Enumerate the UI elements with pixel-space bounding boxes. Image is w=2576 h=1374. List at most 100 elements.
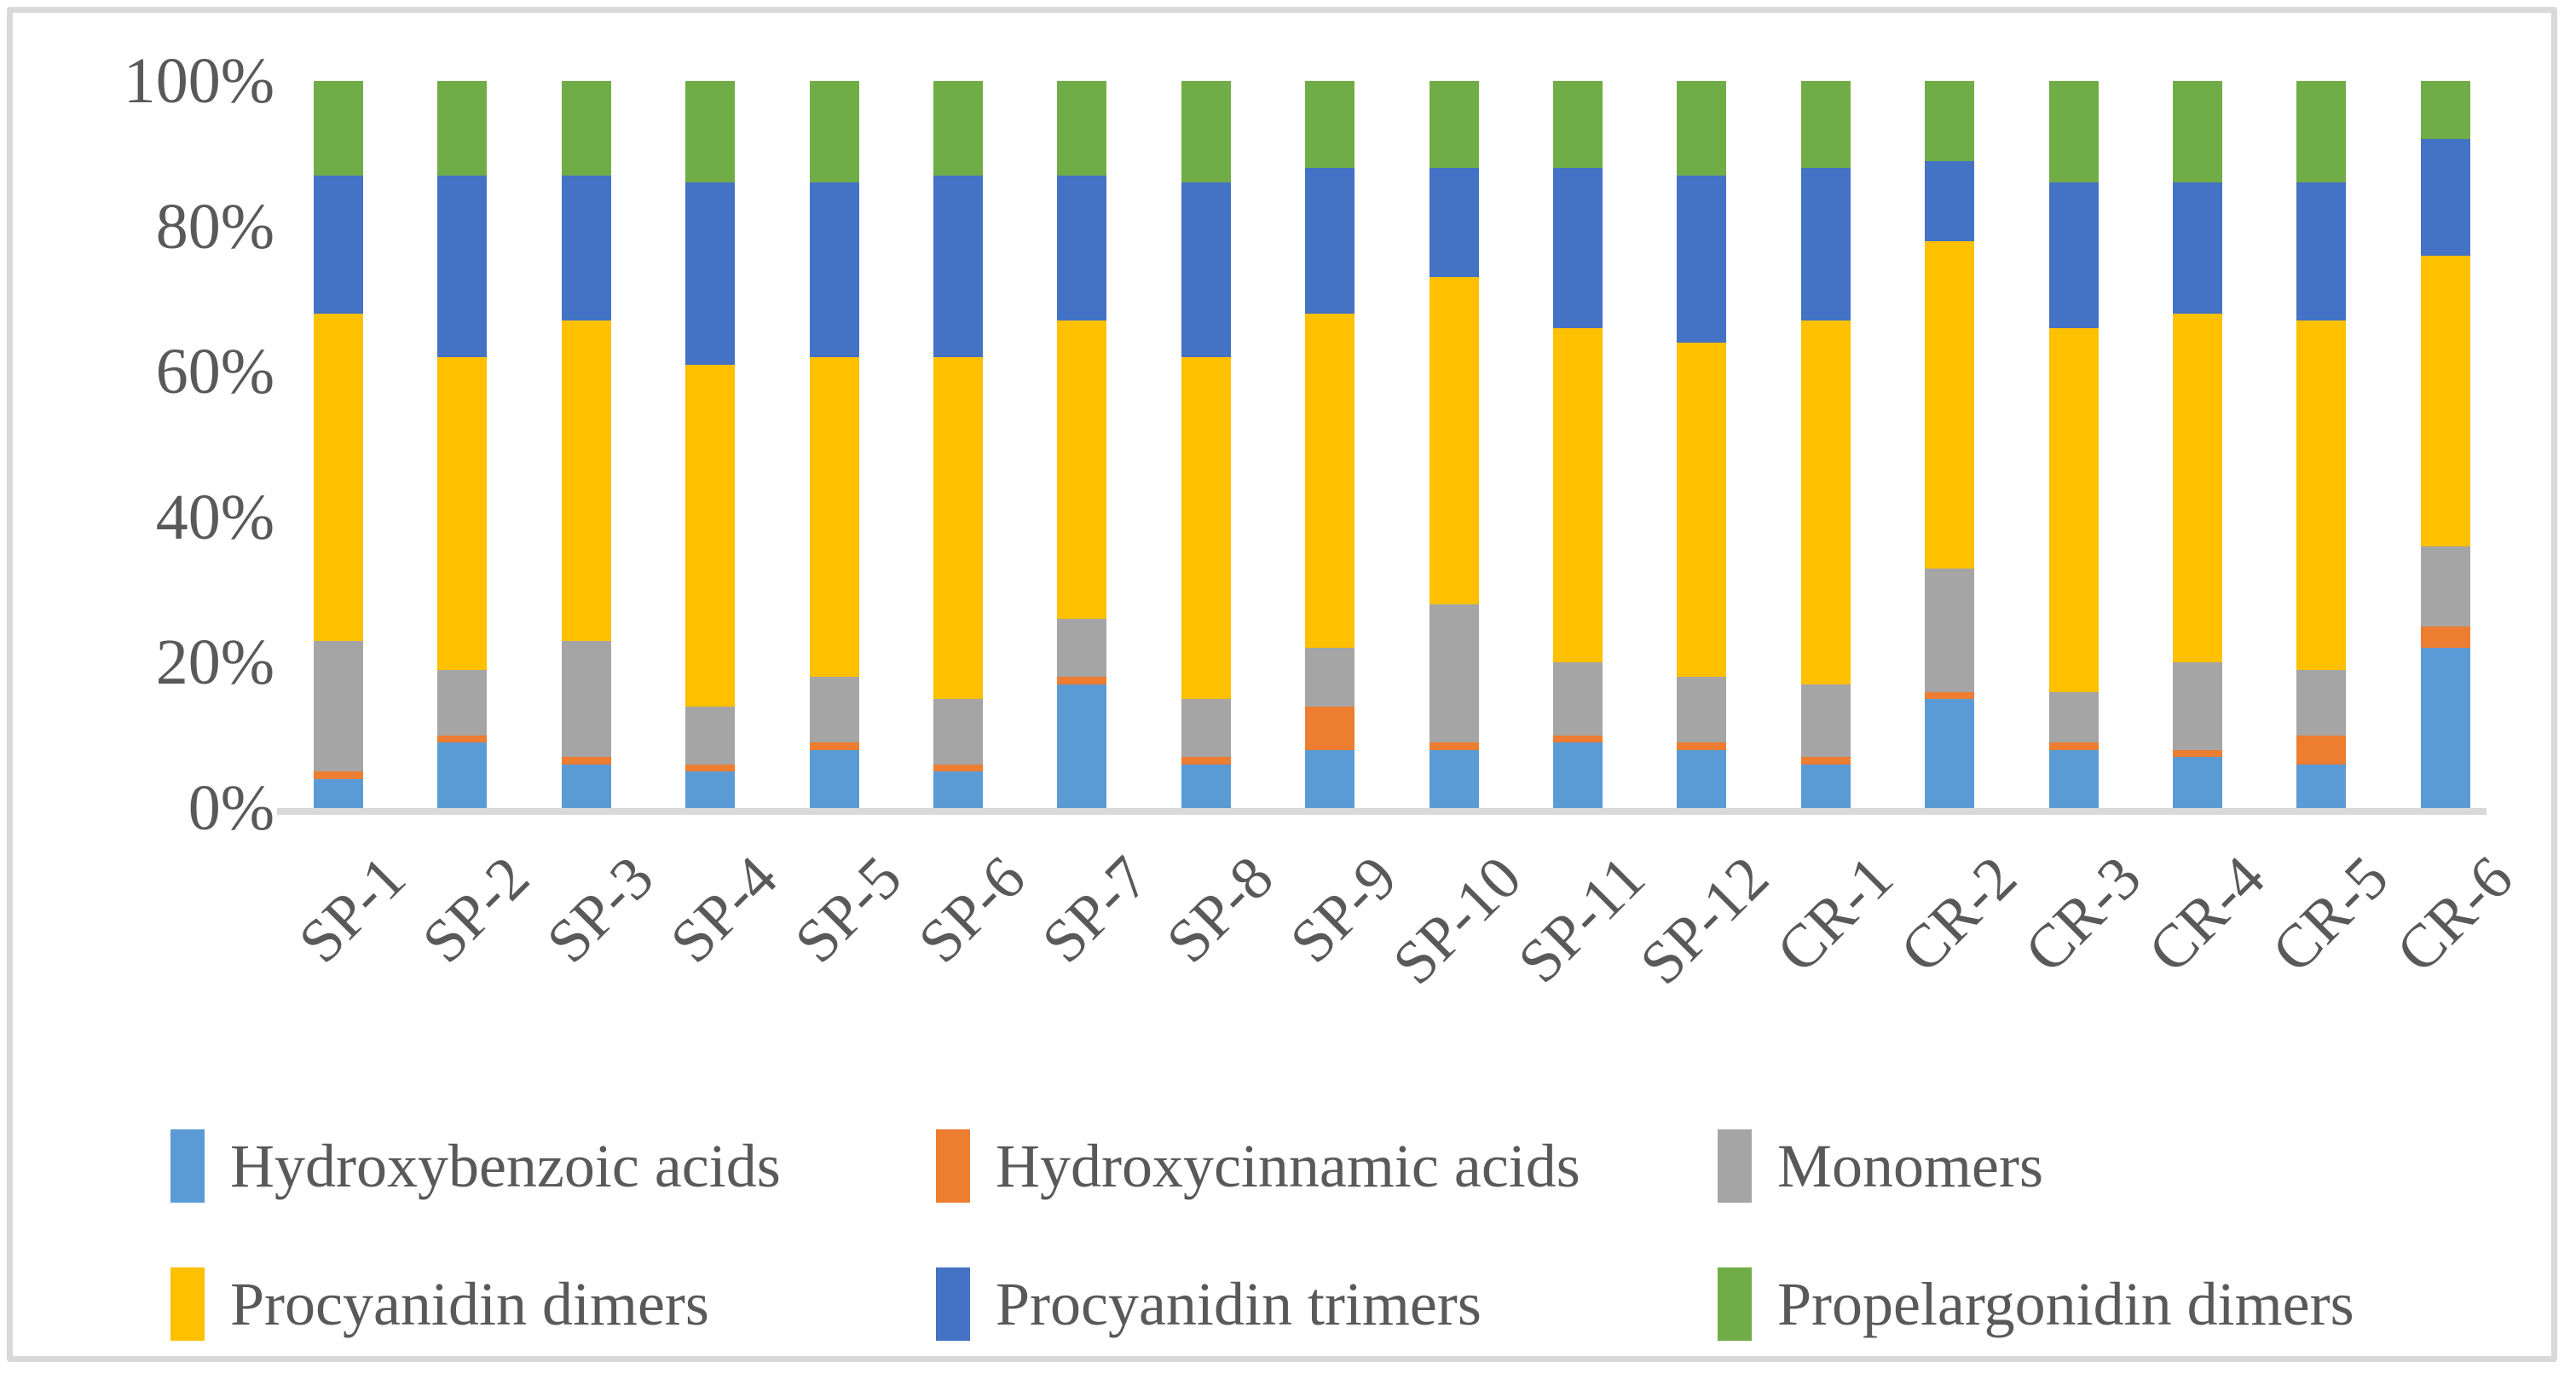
- bar-segment-CR-2-hydroxybenzoic-acids: [1925, 699, 1975, 808]
- bar-segment-SP-10-monomers: [1429, 604, 1479, 743]
- legend-swatch-icon: [170, 1129, 205, 1203]
- bar-segment-CR-1-procyanidin-trimers: [1800, 168, 1851, 321]
- bar-segment-SP-3-procyanidin-dimers: [561, 320, 611, 641]
- legend-label: Monomers: [1777, 1132, 2043, 1200]
- bar-segment-SP-5-hydroxybenzoic-acids: [809, 749, 859, 808]
- bar-segment-SP-4-monomers: [685, 706, 736, 765]
- legend-swatch-icon: [1718, 1267, 1752, 1341]
- legend-swatch-icon: [1718, 1129, 1752, 1203]
- bar-segment-SP-1-procyanidin-trimers: [314, 175, 363, 314]
- bar-segment-SP-8-hydroxycinnamic-acids: [1181, 757, 1231, 765]
- bar-segment-SP-11-procyanidin-dimers: [1553, 328, 1603, 663]
- bar-segment-SP-8-propelargonidin-dimers: [1181, 81, 1231, 183]
- bar-segment-CR-5-hydroxybenzoic-acids: [2296, 764, 2347, 808]
- bar-CR-3: [2048, 0, 2099, 1374]
- bar-segment-SP-10-hydroxybenzoic-acids: [1429, 749, 1479, 808]
- bar-segment-SP-4-propelargonidin-dimers: [685, 81, 736, 183]
- legend-item-procyanidin-trimers: Procyanidin trimers: [936, 1261, 1481, 1347]
- x-axis-line: [277, 808, 2486, 815]
- bar-segment-SP-11-hydroxybenzoic-acids: [1553, 742, 1603, 808]
- y-axis-tick-label: 20%: [155, 626, 274, 699]
- bar-segment-SP-2-hydroxybenzoic-acids: [437, 742, 488, 808]
- bar-segment-SP-8-procyanidin-trimers: [1181, 182, 1231, 358]
- bar-segment-CR-2-monomers: [1925, 568, 1975, 692]
- bar-segment-SP-4-hydroxycinnamic-acids: [685, 764, 736, 772]
- bar-segment-CR-3-monomers: [2048, 691, 2099, 743]
- bar-segment-CR-4-hydroxycinnamic-acids: [2173, 749, 2222, 758]
- bar-segment-CR-6-hydroxycinnamic-acids: [2420, 626, 2470, 649]
- bar-segment-CR-3-procyanidin-dimers: [2048, 328, 2099, 692]
- bar-segment-CR-1-hydroxybenzoic-acids: [1800, 764, 1851, 808]
- bar-segment-SP-12-procyanidin-trimers: [1677, 175, 1727, 344]
- bar-segment-SP-1-propelargonidin-dimers: [314, 81, 363, 176]
- bar-segment-CR-6-propelargonidin-dimers: [2420, 81, 2470, 140]
- bar-segment-CR-3-propelargonidin-dimers: [2048, 81, 2099, 183]
- bar-segment-SP-9-procyanidin-dimers: [1305, 313, 1355, 649]
- bar-segment-SP-3-monomers: [561, 640, 611, 758]
- bar-segment-CR-3-hydroxybenzoic-acids: [2048, 749, 2099, 808]
- bar-segment-SP-9-monomers: [1305, 648, 1355, 707]
- bar-segment-SP-12-hydroxycinnamic-acids: [1677, 742, 1727, 750]
- bar-segment-SP-9-hydroxycinnamic-acids: [1305, 706, 1355, 750]
- y-axis-tick-label: 60%: [155, 336, 274, 408]
- bar-segment-SP-12-propelargonidin-dimers: [1677, 81, 1727, 176]
- y-axis-tick-label: 0%: [188, 772, 274, 844]
- bar-segment-SP-1-procyanidin-dimers: [314, 313, 363, 641]
- bar-segment-SP-5-hydroxycinnamic-acids: [809, 742, 859, 750]
- bar-segment-SP-11-monomers: [1553, 662, 1603, 736]
- bar-segment-SP-3-procyanidin-trimers: [561, 175, 611, 321]
- bar-segment-CR-2-propelargonidin-dimers: [1925, 81, 1975, 161]
- bar-segment-SP-6-monomers: [933, 699, 983, 765]
- bar-segment-SP-4-procyanidin-dimers: [685, 364, 736, 707]
- bar-segment-CR-5-procyanidin-trimers: [2296, 182, 2347, 321]
- bar-segment-CR-1-hydroxycinnamic-acids: [1800, 757, 1851, 765]
- bar-segment-CR-4-hydroxybenzoic-acids: [2173, 757, 2222, 808]
- bar-segment-CR-3-procyanidin-trimers: [2048, 182, 2099, 328]
- bar-segment-CR-6-procyanidin-trimers: [2420, 139, 2470, 256]
- bar-segment-SP-5-monomers: [809, 677, 859, 743]
- legend-label: Propelargonidin dimers: [1777, 1270, 2354, 1338]
- bar-segment-SP-10-procyanidin-trimers: [1429, 168, 1479, 278]
- bar-SP-7: [1057, 0, 1107, 1374]
- bar-segment-SP-10-procyanidin-dimers: [1429, 277, 1479, 605]
- bar-segment-CR-4-procyanidin-trimers: [2173, 182, 2222, 314]
- bar-segment-SP-3-hydroxycinnamic-acids: [561, 757, 611, 765]
- bar-SP-5: [809, 0, 859, 1374]
- bar-segment-SP-11-propelargonidin-dimers: [1553, 81, 1603, 169]
- legend-swatch-icon: [936, 1129, 970, 1203]
- bar-segment-SP-2-procyanidin-trimers: [437, 175, 488, 358]
- bar-segment-SP-5-procyanidin-dimers: [809, 357, 859, 678]
- bar-CR-5: [2296, 0, 2347, 1374]
- bar-segment-SP-6-procyanidin-trimers: [933, 175, 983, 358]
- bar-segment-SP-9-procyanidin-trimers: [1305, 168, 1355, 314]
- bar-SP-3: [561, 0, 611, 1374]
- bar-segment-CR-5-procyanidin-dimers: [2296, 320, 2347, 670]
- bar-segment-CR-1-propelargonidin-dimers: [1800, 81, 1851, 169]
- bar-segment-CR-2-hydroxycinnamic-acids: [1925, 691, 1975, 700]
- bar-segment-SP-7-procyanidin-trimers: [1057, 175, 1107, 321]
- bar-segment-CR-6-monomers: [2420, 546, 2470, 626]
- bar-segment-SP-7-propelargonidin-dimers: [1057, 81, 1107, 176]
- bar-SP-9: [1305, 0, 1355, 1374]
- bar-segment-SP-11-hydroxycinnamic-acids: [1553, 735, 1603, 743]
- bar-segment-SP-4-procyanidin-trimers: [685, 182, 736, 365]
- bar-segment-CR-4-propelargonidin-dimers: [2173, 81, 2222, 183]
- bar-segment-CR-4-monomers: [2173, 662, 2222, 750]
- legend-label: Hydroxycinnamic acids: [996, 1132, 1580, 1200]
- bar-segment-CR-5-hydroxycinnamic-acids: [2296, 735, 2347, 765]
- bar-segment-SP-6-hydroxycinnamic-acids: [933, 764, 983, 772]
- bar-segment-SP-7-monomers: [1057, 619, 1107, 678]
- bar-segment-SP-1-hydroxycinnamic-acids: [314, 771, 363, 779]
- bar-SP-10: [1429, 0, 1479, 1374]
- bar-segment-SP-2-hydroxycinnamic-acids: [437, 735, 488, 743]
- legend-swatch-icon: [936, 1267, 970, 1341]
- legend-swatch-icon: [170, 1267, 205, 1341]
- bar-segment-CR-6-hydroxybenzoic-acids: [2420, 648, 2470, 808]
- legend-item-propelargonidin-dimers: Propelargonidin dimers: [1718, 1261, 2354, 1347]
- bar-segment-CR-2-procyanidin-dimers: [1925, 240, 1975, 569]
- bar-segment-SP-8-hydroxybenzoic-acids: [1181, 764, 1231, 808]
- bar-segment-CR-1-procyanidin-dimers: [1800, 320, 1851, 684]
- bar-segment-SP-2-propelargonidin-dimers: [437, 81, 488, 176]
- bar-segment-CR-3-hydroxycinnamic-acids: [2048, 742, 2099, 750]
